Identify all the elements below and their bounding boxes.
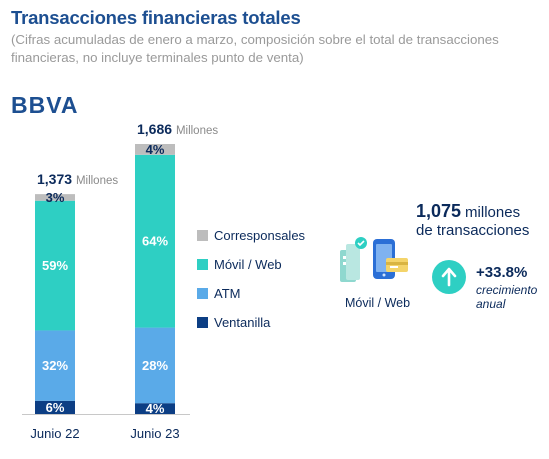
chart-title: Transacciones financieras totales: [11, 7, 301, 28]
bar-atm-junio-23: [135, 327, 175, 404]
data-label-ventanilla-junio-23: 4%: [146, 401, 165, 416]
data-label-ventanilla-junio-22: 6%: [46, 400, 65, 415]
bar-m-vil-web-junio-23: [135, 154, 175, 328]
bar-ventanilla-junio-22: [35, 400, 75, 414]
bar-atm-junio-22: [35, 330, 75, 401]
total-label-junio-22: 1,373 Millones: [37, 171, 118, 187]
data-label-corresponsales-junio-22: 3%: [46, 190, 65, 205]
bar-ventanilla-junio-23: [135, 403, 175, 414]
arrow-up-icon: [432, 260, 466, 294]
kpi-unit-line2: de transacciones: [416, 222, 530, 239]
bar-corresponsales-junio-23: [135, 144, 175, 155]
data-label-m-vil-web-junio-23: 64%: [142, 234, 168, 249]
bar-m-vil-web-junio-22: [35, 200, 75, 331]
legend-swatch: [197, 317, 208, 328]
legend-item-corresponsales: Corresponsales: [197, 228, 305, 243]
chart-subtitle: (Cifras acumuladas de enero a marzo, com…: [11, 32, 499, 65]
data-label-corresponsales-junio-23: 4%: [146, 142, 165, 157]
data-label-m-vil-web-junio-22: 59%: [42, 258, 68, 273]
legend-label: Ventanilla: [214, 315, 271, 330]
kpi-unit-line1: millones: [465, 204, 521, 221]
growth-value: +33.8%: [476, 264, 528, 281]
legend-swatch: [197, 288, 208, 299]
bar-corresponsales-junio-22: [35, 194, 75, 201]
legend-swatch: [197, 259, 208, 270]
data-label-atm-junio-23: 28%: [142, 358, 168, 373]
kpi-total: 1,075 millones: [416, 201, 520, 222]
x-tick-label-junio-22: Junio 22: [30, 426, 79, 441]
growth-label: crecimiento anual: [476, 283, 538, 311]
legend-swatch: [197, 230, 208, 241]
legend-item-m-vil-web: Móvil / Web: [197, 257, 282, 272]
phone-and-card-icon: [340, 237, 408, 282]
bbva-logo: BBVA: [11, 92, 79, 118]
legend-label: Corresponsales: [214, 228, 306, 243]
legend-item-atm: ATM: [197, 286, 240, 301]
device-label: Móvil / Web: [345, 296, 411, 310]
legend-label: Móvil / Web: [214, 257, 282, 272]
data-label-atm-junio-22: 32%: [42, 358, 68, 373]
legend-label: ATM: [214, 286, 241, 301]
legend-item-ventanilla: Ventanilla: [197, 315, 270, 330]
x-tick-label-junio-23: Junio 23: [130, 426, 179, 441]
total-label-junio-23: 1,686 Millones: [137, 121, 218, 137]
kpi-value: 1,075: [416, 201, 462, 221]
